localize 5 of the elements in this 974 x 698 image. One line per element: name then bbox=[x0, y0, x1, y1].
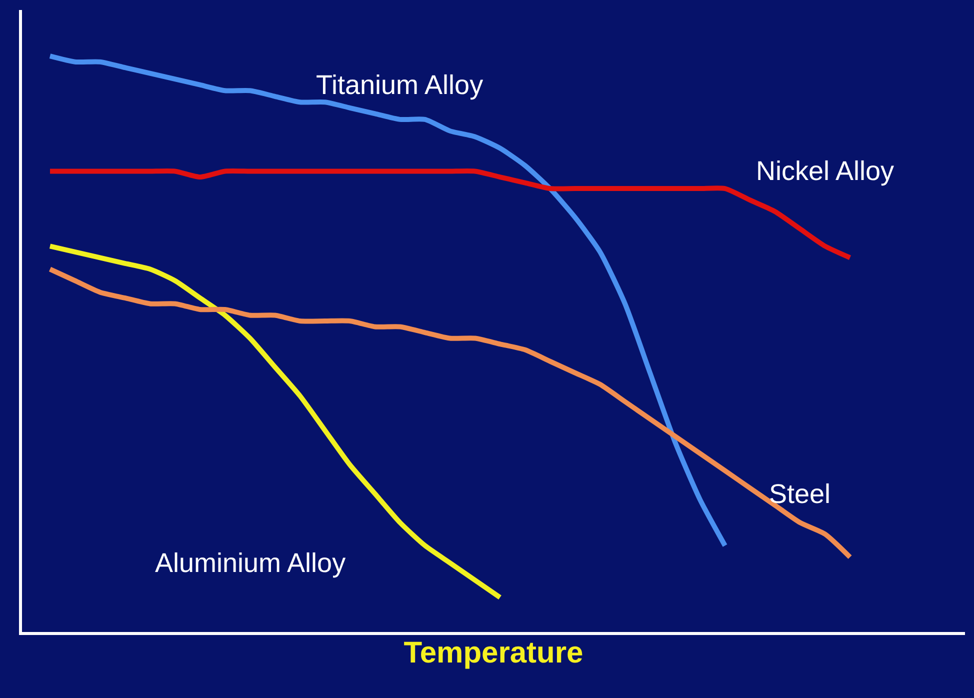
series-label: Nickel Alloy bbox=[756, 156, 895, 186]
series-label: Steel bbox=[769, 479, 831, 509]
x-axis-title: Temperature bbox=[404, 636, 584, 670]
series-label: Titanium Alloy bbox=[316, 70, 484, 100]
text: Aluminium Alloy bbox=[155, 548, 346, 578]
